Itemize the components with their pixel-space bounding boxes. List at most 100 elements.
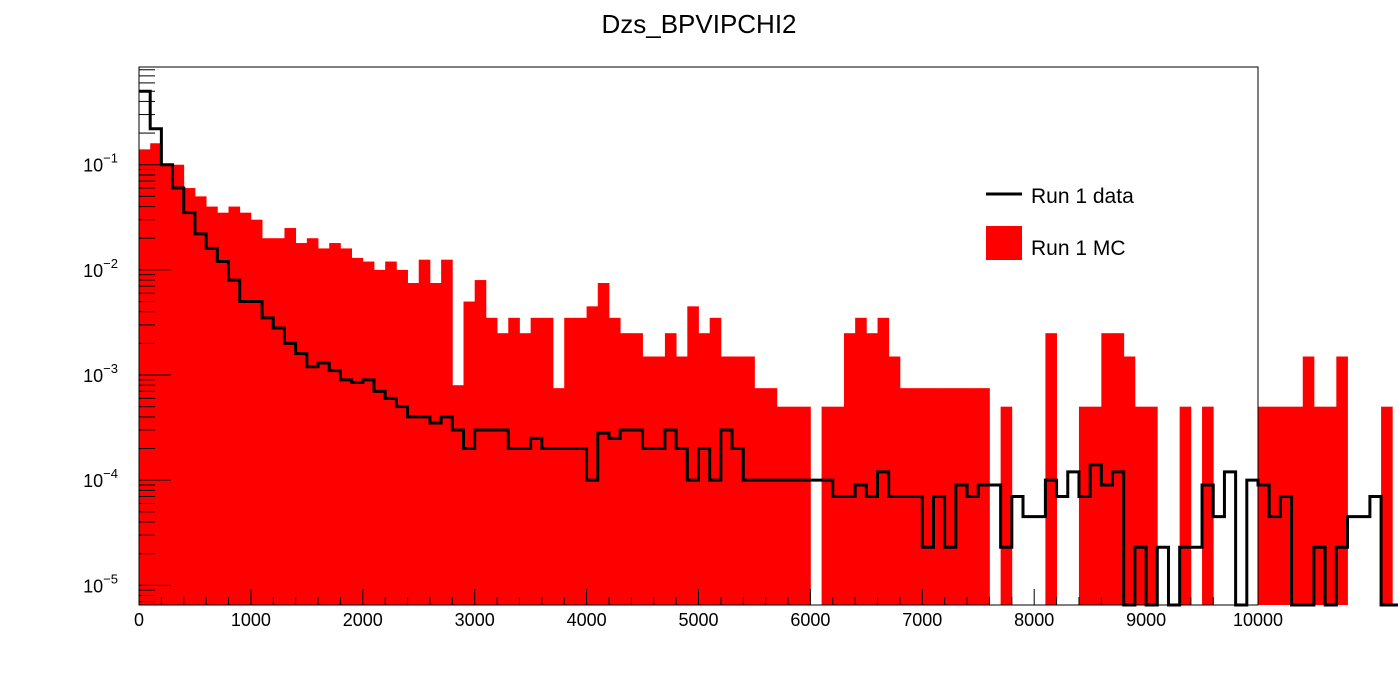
mc-bar bbox=[306, 238, 319, 605]
mc-bar bbox=[664, 333, 677, 605]
x-tick-label: 0 bbox=[134, 610, 144, 630]
mc-bar bbox=[1269, 406, 1281, 605]
mc-bar bbox=[620, 333, 632, 605]
mc-bar bbox=[1325, 406, 1337, 605]
y-tick-label: 10−3 bbox=[83, 361, 118, 386]
mc-bar bbox=[1202, 406, 1214, 605]
mc-bar bbox=[217, 212, 229, 605]
x-tick-label: 6000 bbox=[790, 610, 830, 630]
mc-bar bbox=[955, 388, 968, 605]
mc-bar bbox=[564, 317, 576, 605]
mc-bar bbox=[709, 317, 722, 605]
data-series-line bbox=[139, 89, 1398, 607]
mc-bar bbox=[1381, 406, 1393, 605]
mc-bar bbox=[597, 283, 610, 605]
mc-bar bbox=[776, 406, 789, 605]
x-tick-label: 5000 bbox=[678, 610, 718, 630]
chart-title: Dzs_BPVIPCHI2 bbox=[601, 9, 796, 39]
x-tick-label: 3000 bbox=[455, 610, 495, 630]
y-tick-label: 10−5 bbox=[83, 571, 118, 596]
mc-bar bbox=[1258, 406, 1270, 605]
mc-bar bbox=[273, 238, 285, 605]
mc-bar bbox=[250, 219, 263, 606]
mc-bar bbox=[1302, 356, 1315, 605]
y-tick-base: 10 bbox=[83, 261, 103, 281]
x-tick-label: 7000 bbox=[902, 610, 942, 630]
mc-bar bbox=[407, 283, 420, 605]
mc-bar bbox=[541, 317, 554, 605]
mc-bar bbox=[1291, 406, 1304, 605]
mc-bar bbox=[642, 356, 655, 605]
mc-bar bbox=[1146, 406, 1158, 605]
mc-bar bbox=[586, 306, 599, 605]
mc-bar bbox=[1090, 406, 1102, 605]
mc-bar bbox=[821, 406, 834, 605]
mc-bar bbox=[732, 356, 744, 605]
mc-bar bbox=[1045, 333, 1057, 605]
mc-bar bbox=[194, 196, 207, 605]
mc-bar bbox=[944, 388, 957, 605]
legend-mc-label: Run 1 MC bbox=[1031, 237, 1126, 260]
y-tick-label: 10−1 bbox=[83, 151, 118, 176]
mc-bar bbox=[497, 333, 509, 605]
x-tick-label: 1000 bbox=[231, 610, 271, 630]
mc-bar bbox=[978, 388, 990, 605]
mc-bar bbox=[150, 143, 162, 605]
mc-bar bbox=[295, 243, 308, 605]
mc-bar bbox=[1280, 406, 1292, 605]
mc-bar bbox=[788, 406, 800, 605]
mc-bar bbox=[418, 259, 431, 605]
mc-series-bars bbox=[139, 143, 1393, 606]
y-tick-base: 10 bbox=[83, 471, 103, 491]
mc-bar bbox=[284, 228, 297, 605]
x-tick-label: 8000 bbox=[1014, 610, 1054, 630]
mc-bar bbox=[351, 257, 364, 605]
mc-bar bbox=[385, 261, 397, 605]
mc-bar bbox=[463, 301, 476, 605]
legend-mc-swatch bbox=[986, 226, 1022, 260]
legend-data-label: Run 1 data bbox=[1031, 185, 1134, 208]
x-tick-label: 10000 bbox=[1233, 610, 1283, 630]
mc-bar bbox=[1101, 333, 1113, 605]
mc-bar bbox=[653, 356, 666, 605]
mc-bar bbox=[832, 406, 845, 605]
mc-bar bbox=[855, 317, 867, 605]
x-tick-label: 4000 bbox=[567, 610, 607, 630]
mc-bar bbox=[508, 317, 520, 605]
mc-bar bbox=[396, 269, 408, 605]
mc-bar bbox=[553, 388, 565, 605]
mc-bar bbox=[161, 164, 173, 605]
x-tick-label: 2000 bbox=[343, 610, 383, 630]
mc-bar bbox=[843, 333, 856, 605]
mc-bar bbox=[485, 317, 498, 605]
mc-bar bbox=[452, 385, 464, 605]
mc-bar bbox=[239, 212, 252, 605]
mc-bar bbox=[262, 238, 274, 605]
mc-bar bbox=[429, 283, 442, 605]
mc-bar bbox=[1078, 406, 1091, 605]
y-tick-base: 10 bbox=[83, 156, 103, 176]
mc-bar bbox=[922, 388, 934, 605]
legend: Run 1 data Run 1 MC bbox=[986, 185, 1134, 260]
mc-bar bbox=[754, 388, 767, 605]
mc-bar bbox=[1112, 333, 1125, 605]
x-tick-label: 9000 bbox=[1126, 610, 1166, 630]
mc-bar bbox=[877, 317, 890, 605]
y-tick-exponent: −4 bbox=[103, 466, 118, 481]
mc-bar bbox=[519, 333, 532, 605]
plot-axes: 0 1000 2000 3000 4000 5000 6000 7000 8000 9000 100… bbox=[83, 66, 1283, 630]
mc-bar bbox=[206, 206, 218, 605]
mc-bar bbox=[1313, 406, 1326, 605]
mc-bar bbox=[1134, 406, 1147, 605]
mc-bar bbox=[362, 261, 375, 605]
mc-bar bbox=[329, 243, 341, 605]
mc-bar bbox=[888, 356, 901, 605]
y-tick-base: 10 bbox=[83, 366, 103, 386]
y-tick-label: 10−4 bbox=[83, 466, 118, 491]
mc-bar bbox=[799, 406, 811, 605]
mc-bar bbox=[139, 149, 151, 605]
mc-bar bbox=[720, 356, 733, 605]
mc-bar bbox=[530, 317, 543, 605]
mc-bar bbox=[340, 248, 353, 606]
